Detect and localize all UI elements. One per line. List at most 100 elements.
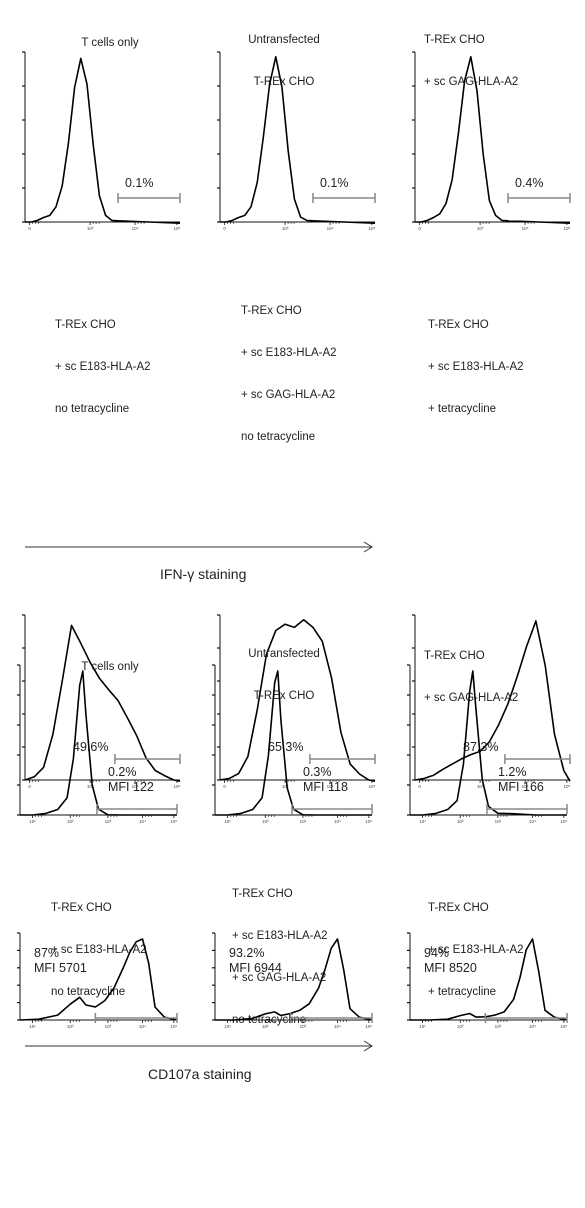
x-tick-label: 10⁵	[563, 784, 570, 789]
panel-title: T cells only	[35, 8, 185, 78]
histogram-plot: 0 10³ 10⁴ 10⁵ 87.3%	[412, 614, 571, 789]
x-tick-label: 10³	[87, 226, 94, 231]
histogram-line	[19, 938, 178, 1021]
panel-title-line: T cells only	[81, 37, 139, 49]
x-tick-label: 10⁵	[173, 784, 180, 789]
percent-label: 49.6%	[73, 740, 108, 754]
percent-label: 1.2%	[498, 765, 527, 779]
x-tick-label: 10³	[300, 1024, 307, 1029]
panel-title-line: no tetracycline	[241, 431, 316, 443]
x-tick-label: 10³	[300, 819, 307, 824]
panel-title-line: + sc GAG-HLA-A2	[241, 389, 336, 401]
axis-title: IFN-γ staining	[160, 566, 247, 582]
x-tick-label: 10⁵	[368, 784, 375, 789]
histogram-line	[215, 670, 372, 816]
panel-title-line: T-REx CHO	[424, 34, 485, 46]
x-tick-label: 10²	[67, 819, 74, 824]
panel: T-REx CHO + sc GAG-HLA-A2 10¹ 10² 10³ 10⁴ 10…	[390, 615, 585, 830]
histogram-line	[410, 938, 568, 1021]
panel-title-line: T cells only	[81, 661, 139, 673]
panel-title-line: + tetracycline	[428, 986, 497, 998]
panel-title-line: T-REx CHO	[428, 902, 489, 914]
percent-label: 93.2%	[229, 946, 264, 960]
x-tick-label: 10²	[67, 1024, 74, 1029]
panel: T cells only 10¹ 10² 10³ 10⁴ 10⁵ 0.2% MFI 122	[0, 615, 195, 830]
histogram-plot: 10¹ 10² 10³ 10⁴ 10⁵ 94%MFI 8520	[407, 932, 568, 1029]
histogram-plot: 10¹ 10² 10³ 10⁴ 10⁵ 1.2%MFI 166	[407, 664, 568, 824]
panel-title: T cells only	[35, 632, 185, 702]
histogram-plot: 0 10³ 10⁴ 10⁵ 0.1%	[22, 51, 181, 231]
panel: T cells only 0 10³ 10⁴ 10⁵ 0.1%	[0, 0, 195, 240]
x-tick-label: 10¹	[29, 1024, 36, 1029]
x-tick-label: 10²	[457, 819, 464, 824]
panel-title-line: no tetracycline	[55, 403, 130, 415]
panel: T-REx CHO + sc E183-HLA-A2 no tetracycli…	[0, 855, 195, 1040]
panel-title-line: Untransfected	[248, 648, 320, 660]
x-tick-label: 10⁵	[560, 819, 567, 824]
x-tick-label: 10³	[477, 784, 484, 789]
x-tick-label: 10⁵	[365, 1024, 372, 1029]
panel-title-line: + tetracycline	[428, 403, 497, 415]
mfi-label: MFI 166	[498, 780, 544, 794]
histogram-plot: 0 10³ 10⁴ 10⁵ 65.3%	[217, 614, 376, 789]
panel: T-REx CHO + sc GAG-HLA-A2 0 10³ 10⁴ 10⁵ 0.4%	[390, 0, 585, 240]
panel: Untransfected T-REx CHO 10¹ 10² 10³ 10⁴ 10⁵ 0…	[195, 615, 390, 830]
histogram-plot: 10¹ 10² 10³ 10⁴ 10⁵ 87%MFI 5701	[17, 932, 178, 1029]
percent-label: 0.3%	[303, 765, 332, 779]
x-tick-label: 10²	[457, 1024, 464, 1029]
x-tick-label: 10⁴	[529, 819, 536, 824]
panel: T-REx CHO + sc E183-HLA-A2 + sc GAG-HLA-…	[195, 855, 390, 1040]
x-tick-label: 10⁴	[334, 819, 341, 824]
panel-title-line: + sc E183-HLA-A2	[428, 944, 524, 956]
x-tick-label: 10⁵	[170, 819, 177, 824]
panel-title-line: no tetracycline	[51, 986, 126, 998]
histogram-line	[410, 670, 567, 816]
histogram-line	[20, 670, 177, 816]
x-tick-label: 10¹	[224, 819, 231, 824]
histogram-plot: 10¹ 10² 10³ 10⁴ 10⁵ 0.2%MFI 122	[17, 664, 178, 824]
panel-title-line: T-REx CHO	[241, 305, 302, 317]
histogram-line	[24, 624, 181, 782]
x-tick-label: 0	[418, 784, 421, 789]
panel-title: Untransfected T-REx CHO	[209, 619, 359, 731]
histogram-line	[25, 57, 181, 224]
panel-title-line: + sc GAG-HLA-A2	[232, 972, 327, 984]
panel-title-line: T-REx CHO	[51, 902, 112, 914]
percent-label: 87.3%	[463, 740, 498, 754]
histogram-plot: 0 10³ 10⁴ 10⁵ 0.1%	[217, 51, 376, 231]
mfi-label: MFI 5701	[34, 961, 87, 975]
x-tick-label: 10³	[477, 226, 484, 231]
x-tick-label: 10⁴	[327, 226, 334, 231]
mfi-label: MFI 122	[108, 780, 154, 794]
x-tick-label: 10⁴	[522, 226, 529, 231]
x-tick-label: 10³	[495, 1024, 502, 1029]
x-tick-label: 10³	[495, 819, 502, 824]
x-tick-label: 0	[223, 226, 226, 231]
histogram-plot: 0 10³ 10⁴ 10⁵ 49.6%	[22, 614, 181, 789]
percent-label: 0.1%	[125, 176, 154, 190]
x-tick-label: 10³	[282, 226, 289, 231]
x-tick-label: 10⁵	[173, 226, 180, 231]
percent-label: 0.2%	[108, 765, 137, 779]
x-tick-label: 10⁴	[132, 784, 139, 789]
x-tick-label: 10¹	[419, 1024, 426, 1029]
x-tick-label: 10³	[105, 1024, 112, 1029]
x-tick-label: 10⁵	[170, 1024, 177, 1029]
histogram-line	[220, 56, 376, 224]
mfi-label: MFI 8520	[424, 961, 477, 975]
x-tick-label: 10³	[87, 784, 94, 789]
panel-title-line: + sc E183-HLA-A2	[232, 930, 328, 942]
percent-label: 0.4%	[515, 176, 544, 190]
percent-label: 65.3%	[268, 740, 303, 754]
mfi-label: MFI 118	[303, 780, 348, 794]
x-tick-label: 10⁵	[560, 1024, 567, 1029]
panel: Untransfected T-REx CHO 0 10³ 10⁴ 10⁵ 0.1%	[195, 0, 390, 240]
x-tick-label: 10²	[262, 819, 269, 824]
histogram-plot: 10¹ 10² 10³ 10⁴ 10⁵ 0.3%MFI 118	[212, 664, 373, 824]
x-tick-label: 10⁵	[365, 819, 372, 824]
panel-title-line: T-REx CHO	[424, 650, 485, 662]
panel-title: T-REx CHO + sc GAG-HLA-A2	[424, 5, 574, 117]
panel-title-line: Untransfected	[248, 34, 320, 46]
panel-title: T-REx CHO + sc E183-HLA-A2 + tetracyclin…	[428, 290, 578, 444]
x-tick-label: 10⁴	[139, 819, 146, 824]
